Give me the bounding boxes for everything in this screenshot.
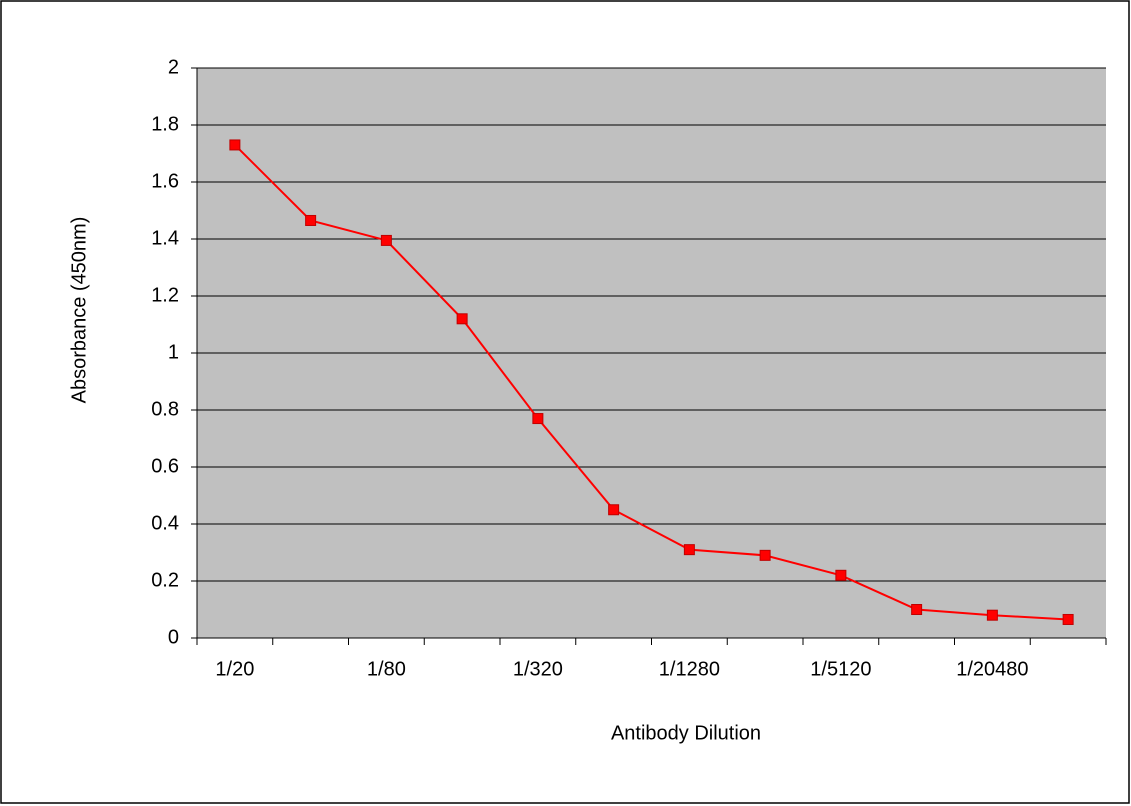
x-tick-label: 1/320 bbox=[513, 658, 563, 680]
y-tick-label: 1.4 bbox=[151, 227, 179, 249]
data-point bbox=[835, 569, 847, 581]
data-point bbox=[911, 604, 923, 615]
data-point bbox=[1062, 613, 1074, 625]
x-axis-label: Antibody Dilution bbox=[611, 722, 761, 744]
x-tick-label: 1/20480 bbox=[956, 658, 1028, 680]
y-tick-label: 0.8 bbox=[151, 398, 179, 420]
y-tick-label: 1.2 bbox=[151, 284, 179, 306]
x-tick-label: 1/5120 bbox=[810, 658, 871, 680]
data-point bbox=[986, 609, 998, 621]
y-tick-label: 0.4 bbox=[151, 512, 179, 534]
x-tick-label: 1/1280 bbox=[659, 658, 720, 680]
data-point bbox=[608, 504, 620, 516]
y-tick-label: 2 bbox=[168, 56, 179, 78]
y-tick-label: 0.6 bbox=[151, 455, 179, 477]
data-point bbox=[759, 549, 771, 561]
x-tick-label: 1/20 bbox=[215, 658, 254, 680]
data-point bbox=[305, 214, 317, 226]
y-tick-label: 0.2 bbox=[151, 569, 179, 591]
data-point bbox=[229, 139, 241, 151]
x-tick-label: 1/80 bbox=[367, 658, 406, 680]
data-point bbox=[532, 413, 544, 425]
y-tick-label: 1 bbox=[168, 341, 179, 363]
y-tick-label: 0 bbox=[168, 626, 179, 648]
data-line bbox=[234, 144, 1069, 621]
y-tick-label: 1.8 bbox=[151, 113, 179, 135]
data-point bbox=[380, 234, 392, 246]
y-axis-label: Absorbance (450nm) bbox=[68, 217, 90, 404]
data-point bbox=[683, 544, 695, 556]
data-point bbox=[456, 313, 468, 325]
y-tick-label: 1.6 bbox=[151, 170, 179, 192]
